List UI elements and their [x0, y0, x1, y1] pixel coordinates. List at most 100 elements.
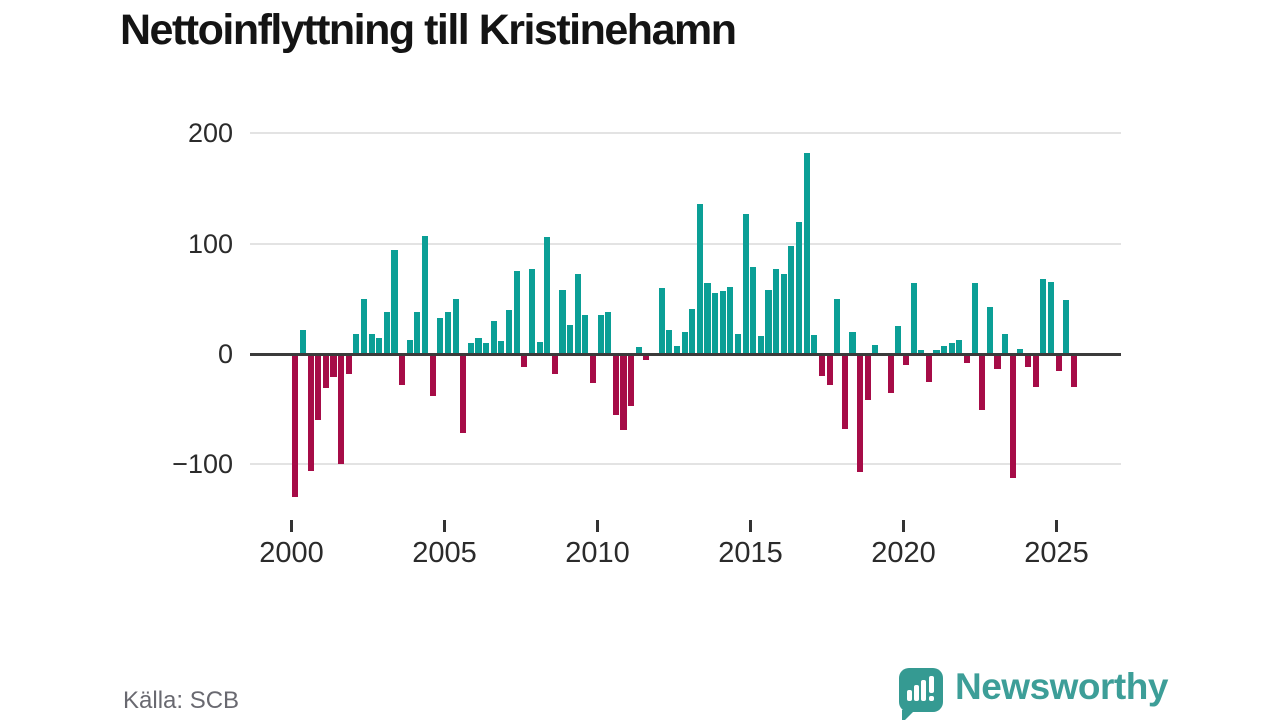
bar-negative [857, 354, 864, 472]
bar-positive [437, 317, 444, 354]
bar-positive [1063, 300, 1070, 354]
bar-negative [818, 354, 826, 377]
bar-positive [712, 293, 719, 354]
bar-positive [376, 337, 383, 354]
speech-bubble-tail [902, 710, 915, 720]
bar-negative [887, 354, 894, 393]
bar-positive [574, 273, 581, 354]
x-axis-tick-label: 2025 [1024, 537, 1089, 569]
bar-positive [757, 336, 764, 354]
bar-negative [643, 354, 650, 360]
newsworthy-logo: Newsworthy [899, 664, 1169, 720]
bar-positive [681, 331, 688, 354]
bar-negative [589, 354, 597, 383]
bar-negative [551, 354, 558, 374]
y-axis-tick-label: 100 [187, 228, 233, 259]
newsworthy-wordmark: Newsworthy [955, 666, 1168, 707]
bar-negative [345, 354, 352, 374]
y-axis-tick-label: 0 [217, 339, 233, 369]
bar-positive [895, 326, 902, 354]
bar-negative [1032, 354, 1039, 388]
bar-positive [406, 339, 413, 354]
x-axis-tick-label: 2015 [718, 537, 783, 569]
source-note: Källa: SCB [123, 687, 240, 714]
bar-positive [559, 290, 566, 354]
logo-exclamation-icon [929, 676, 934, 693]
bar-positive [796, 221, 803, 354]
logo-bar-chart-icon [921, 680, 926, 701]
bar-negative [429, 354, 436, 396]
bar-positive [750, 266, 757, 354]
bar-positive [383, 312, 390, 354]
x-axis-tick-label: 2010 [565, 537, 630, 569]
bar-positive [635, 347, 642, 354]
bar-positive [849, 331, 856, 354]
bar-negative [307, 354, 314, 471]
bar-positive [414, 312, 421, 354]
bar-negative [963, 354, 971, 363]
bar-positive [299, 329, 306, 354]
x-axis-tick [596, 520, 599, 532]
x-axis-zero-line [250, 352, 1121, 356]
x-axis-tick [443, 520, 446, 532]
bar-positive [1017, 348, 1024, 354]
bar-positive [933, 349, 940, 354]
bar-positive [910, 283, 917, 354]
x-axis-tick-label: 2000 [259, 537, 324, 569]
bar-positive [704, 283, 711, 354]
x-axis-tick [749, 520, 752, 532]
logo-exclamation-icon [929, 696, 934, 701]
bar-negative [460, 354, 467, 434]
bar-positive [696, 204, 703, 354]
bar-positive [368, 334, 375, 354]
bar-positive [475, 337, 482, 354]
bar-positive [658, 287, 665, 354]
bar-positive [391, 250, 398, 354]
bar-positive [1040, 279, 1047, 354]
bar-positive [605, 312, 612, 354]
bar-positive [353, 334, 360, 354]
gridline-y-200 [250, 132, 1121, 135]
bar-positive [780, 273, 787, 354]
bar-positive [918, 349, 925, 354]
bar-positive [948, 343, 955, 354]
x-axis-tick [902, 520, 905, 532]
bar-positive [673, 346, 680, 354]
bar-positive [483, 343, 490, 354]
bar-negative [612, 354, 619, 415]
bar-positive [505, 309, 513, 354]
bar-negative [338, 354, 345, 465]
newsworthy-bubble-icon [899, 668, 943, 720]
bar-negative [994, 354, 1001, 370]
bar-negative [399, 354, 406, 385]
bar-positive [727, 286, 734, 354]
x-axis-tick [1055, 520, 1058, 532]
bar-positive [956, 339, 963, 354]
bar-positive [513, 271, 520, 354]
bar-positive [765, 290, 772, 354]
y-axis-tick-label: 200 [187, 118, 233, 149]
bar-positive [971, 283, 978, 354]
bar-positive [941, 346, 948, 354]
bar-positive [528, 269, 535, 354]
logo-bar-chart-icon [914, 685, 919, 701]
bar-positive [986, 306, 993, 354]
chart-title: Nettoinflyttning till Kristinehamn [120, 6, 737, 54]
bar-positive [467, 343, 474, 354]
bar-negative [315, 354, 322, 421]
bar-negative [322, 354, 329, 389]
bar-negative [902, 354, 909, 365]
bar-positive [734, 334, 742, 354]
bar-positive [498, 340, 505, 354]
bar-negative [864, 354, 871, 401]
bar-negative [925, 354, 932, 382]
bar-negative [292, 354, 299, 498]
bar-negative [826, 354, 833, 385]
bar-positive [788, 245, 795, 354]
x-axis-tick [290, 520, 293, 532]
bar-negative [628, 354, 635, 406]
x-axis-tick-label: 2020 [871, 537, 936, 569]
bar-negative [1070, 354, 1077, 388]
bar-positive [452, 298, 459, 354]
